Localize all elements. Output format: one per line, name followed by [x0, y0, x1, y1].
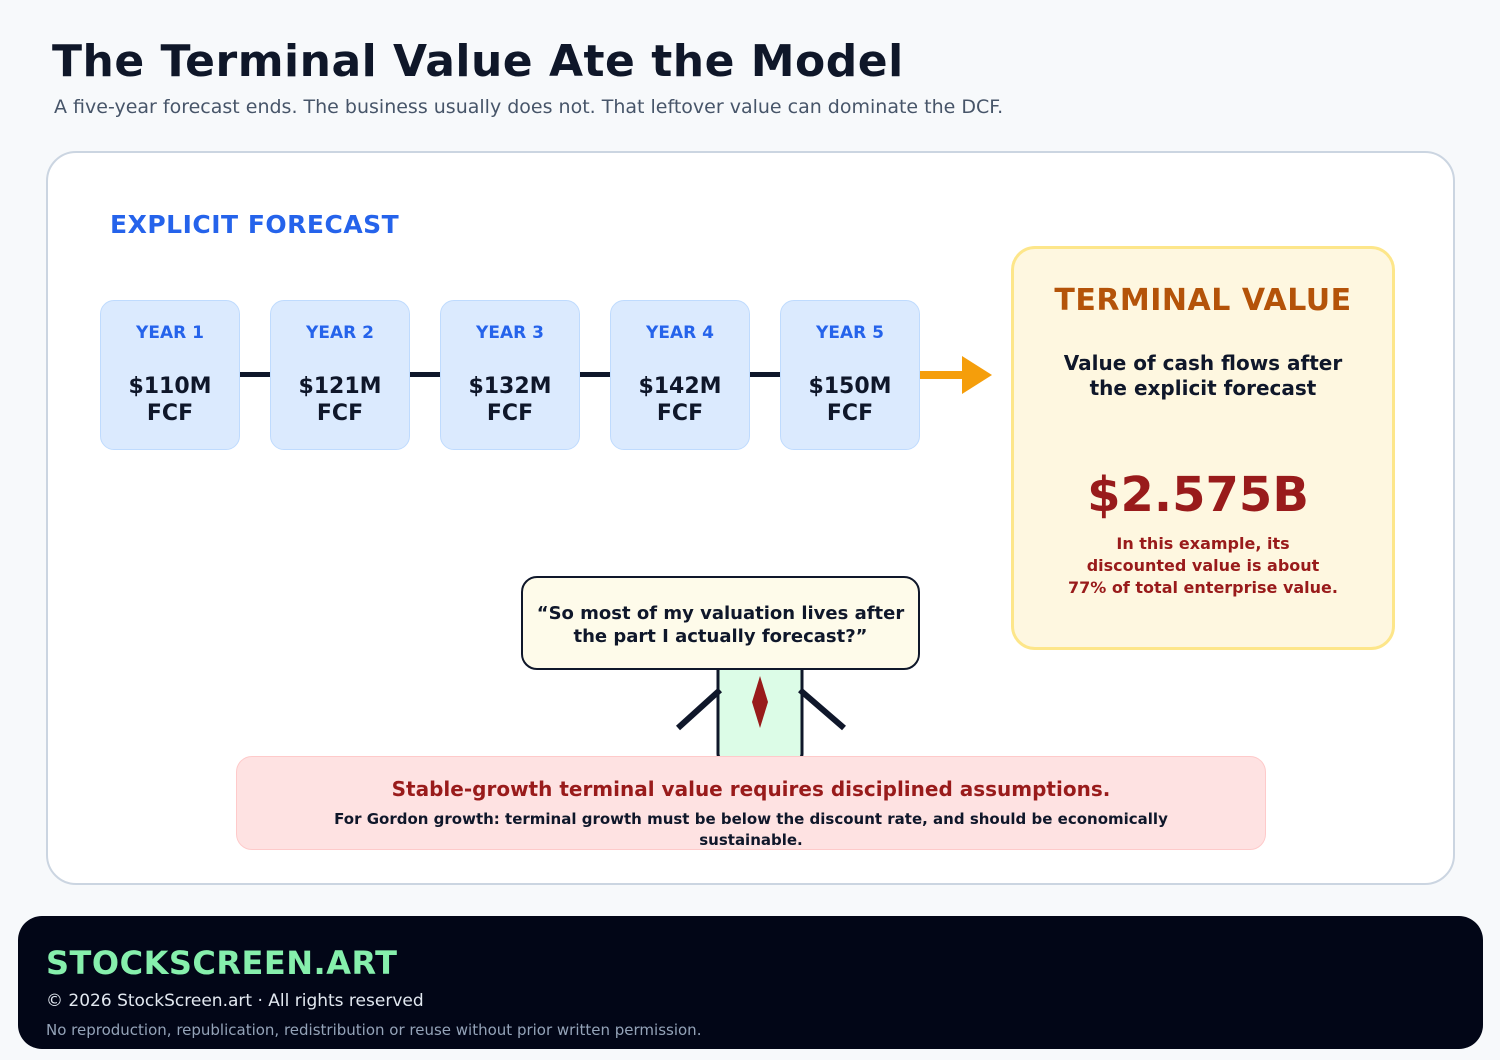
timeline-connector: [750, 372, 782, 377]
brand-logo-text: STOCKSCREEN.ART: [46, 944, 398, 982]
year-label: YEAR 1: [136, 323, 204, 343]
quote-speech-bubble: “So most of my valuation lives after the…: [521, 576, 920, 670]
terminal-value-note: In this example, its discounted value is…: [1068, 534, 1338, 597]
year-label: YEAR 3: [476, 323, 544, 343]
year-4-box: YEAR 4 $142M FCF: [610, 300, 750, 450]
copyright-text: © 2026 StockScreen.art · All rights rese…: [46, 991, 424, 1011]
year-2-box: YEAR 2 $121M FCF: [270, 300, 410, 450]
year-fcf-value: $150M FCF: [808, 374, 892, 426]
year-fcf-value: $132M FCF: [468, 374, 552, 426]
year-fcf-value: $142M FCF: [638, 374, 722, 426]
year-3-box: YEAR 3 $132M FCF: [440, 300, 580, 450]
terminal-value-title: TERMINAL VALUE: [1054, 283, 1352, 318]
page-title: The Terminal Value Ate the Model: [52, 36, 904, 87]
year-fcf-value: $110M FCF: [128, 374, 212, 426]
timeline-connector: [240, 372, 272, 377]
terminal-value-box: TERMINAL VALUE Value of cash flows after…: [1011, 246, 1395, 650]
timeline-connector: [410, 372, 442, 377]
timeline-connector: [580, 372, 612, 377]
warning-body: For Gordon growth: terminal growth must …: [334, 810, 1168, 849]
arrow-right-icon: [920, 356, 992, 394]
year-5-box: YEAR 5 $150M FCF: [780, 300, 920, 450]
terminal-value-description: Value of cash flows after the explicit f…: [1063, 351, 1343, 400]
year-label: YEAR 5: [816, 323, 884, 343]
terminal-value-amount: $2.575B: [1087, 467, 1309, 523]
year-fcf-value: $121M FCF: [298, 374, 382, 426]
businessperson-figure: [675, 660, 846, 760]
explicit-forecast-label: EXPLICIT FORECAST: [110, 210, 400, 239]
year-1-box: YEAR 1 $110M FCF: [100, 300, 240, 450]
rights-notice: No reproduction, republication, redistri…: [46, 1021, 702, 1039]
year-label: YEAR 2: [306, 323, 374, 343]
page-subtitle: A five-year forecast ends. The business …: [54, 96, 1004, 118]
footer: STOCKSCREEN.ART © 2026 StockScreen.art ·…: [18, 916, 1483, 1049]
year-label: YEAR 4: [646, 323, 714, 343]
assumption-warning-box: Stable-growth terminal value requires di…: [236, 756, 1266, 850]
warning-title: Stable-growth terminal value requires di…: [391, 777, 1111, 801]
